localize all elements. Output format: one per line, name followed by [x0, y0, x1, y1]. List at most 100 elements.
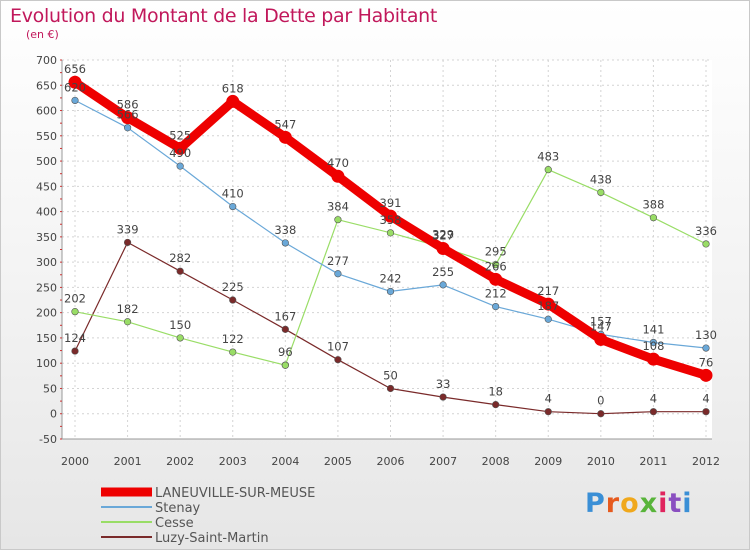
- x-tick-label: 2000: [61, 455, 89, 468]
- series-lines: [68, 75, 713, 418]
- data-point: [176, 334, 184, 342]
- y-tick-label: 300: [36, 256, 57, 269]
- data-point: [71, 96, 79, 105]
- data-label: 130: [695, 328, 717, 342]
- y-tick-label: 50: [43, 382, 57, 395]
- data-label: 4: [702, 392, 709, 406]
- data-point: [229, 296, 237, 304]
- data-label: 384: [327, 200, 349, 214]
- grid-lines: [62, 59, 712, 440]
- legend-label: Cesse: [155, 516, 194, 531]
- proxiti-logo: Proxiti: [585, 488, 693, 519]
- data-point: [281, 325, 289, 333]
- data-label: 96: [278, 345, 293, 359]
- data-label: 339: [117, 222, 139, 236]
- data-point: [281, 239, 289, 247]
- y-tick-label: 350: [36, 231, 57, 244]
- data-point: [176, 267, 184, 275]
- data-point: [439, 281, 447, 289]
- data-point: [541, 297, 555, 311]
- y-tick-label: 150: [36, 332, 57, 345]
- data-point: [594, 332, 608, 346]
- x-tick-label: 2011: [639, 455, 667, 468]
- y-tick-label: 200: [36, 307, 57, 320]
- data-point: [492, 303, 500, 311]
- data-label: 327: [432, 228, 454, 242]
- data-label: 388: [642, 198, 664, 212]
- data-point: [386, 229, 395, 237]
- data-label: 255: [432, 265, 454, 279]
- data-label: 483: [537, 150, 559, 164]
- data-point: [173, 141, 187, 155]
- data-label: 141: [642, 322, 664, 336]
- logo-letter: t: [668, 488, 683, 519]
- data-point: [702, 408, 710, 416]
- data-point: [649, 338, 658, 347]
- y-tick-label: 600: [36, 105, 57, 118]
- y-tick-label: 650: [36, 79, 57, 92]
- data-label: 76: [699, 355, 714, 369]
- data-label: 620: [64, 80, 86, 94]
- data-point: [492, 261, 500, 269]
- x-tick-label: 2002: [166, 455, 194, 468]
- data-label: 656: [64, 62, 86, 76]
- data-label: 282: [169, 251, 191, 265]
- data-point: [489, 272, 503, 286]
- data-label: 147: [590, 319, 612, 333]
- data-point: [123, 124, 132, 132]
- data-label: 470: [327, 156, 349, 170]
- data-point: [439, 393, 447, 401]
- x-tick-label: 2012: [692, 455, 720, 468]
- data-point: [334, 356, 342, 364]
- y-tick-label: 550: [36, 130, 57, 143]
- logo-letter: r: [605, 488, 621, 519]
- x-tick-label: 2006: [377, 455, 405, 468]
- data-point: [68, 75, 82, 89]
- data-label: 0: [597, 394, 604, 408]
- legend: LANEUVILLE-SUR-MEUSEStenayCesseLuzy-Sain…: [101, 486, 315, 546]
- data-label: 122: [222, 332, 244, 346]
- data-label: 167: [274, 309, 296, 323]
- data-point: [176, 162, 184, 170]
- y-tick-label: -50: [39, 433, 57, 446]
- data-label: 212: [485, 287, 507, 301]
- x-tick-label: 2001: [114, 455, 142, 468]
- data-point: [229, 202, 237, 211]
- data-label: 108: [642, 339, 664, 353]
- data-label: 182: [117, 302, 139, 316]
- x-tick-label: 2010: [587, 455, 615, 468]
- x-tick-label: 2004: [271, 455, 299, 468]
- data-label: 18: [488, 385, 503, 399]
- data-label: 150: [169, 318, 191, 332]
- data-label: 525: [169, 128, 191, 142]
- x-tick-label: 2005: [324, 455, 352, 468]
- data-point: [334, 216, 342, 224]
- data-point: [278, 130, 292, 144]
- data-point: [71, 308, 79, 316]
- logo-letter: o: [620, 488, 640, 519]
- y-tick-label: 100: [36, 357, 57, 370]
- data-point: [544, 166, 552, 174]
- data-point: [384, 209, 397, 223]
- chart-title: Evolution du Montant de la Dette par Hab…: [10, 5, 438, 27]
- data-label: 295: [485, 245, 507, 259]
- data-point: [121, 111, 135, 125]
- data-point: [597, 410, 605, 418]
- logo-letter: P: [585, 488, 606, 519]
- data-label: 187: [537, 299, 559, 313]
- y-tick-label: 400: [36, 206, 57, 219]
- data-label: 266: [485, 259, 507, 273]
- data-label: 338: [274, 223, 296, 237]
- data-label: 50: [383, 368, 398, 382]
- data-point: [71, 347, 79, 355]
- data-label: 336: [695, 224, 717, 238]
- data-point: [229, 348, 237, 356]
- data-point: [386, 287, 395, 296]
- data-labels: 124 339 282 225 167 107 50 33 18 4 0 4 4 202 182 150 122…: [64, 62, 717, 407]
- data-label: 547: [274, 117, 296, 131]
- data-point: [702, 240, 710, 248]
- data-label: 33: [436, 377, 451, 391]
- data-label: 217: [537, 284, 559, 298]
- data-label: 202: [64, 292, 86, 306]
